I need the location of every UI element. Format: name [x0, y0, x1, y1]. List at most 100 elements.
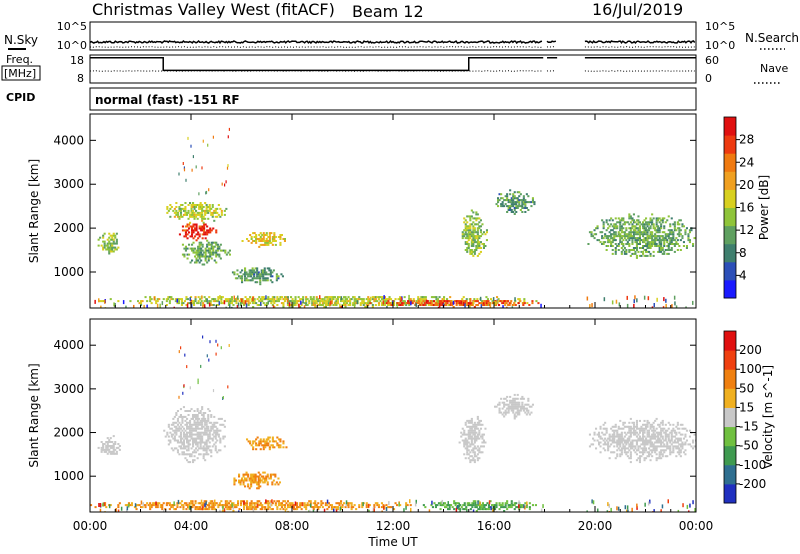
velocity-cell [214, 447, 217, 450]
power-cell [495, 300, 498, 303]
velocity-cell [207, 408, 210, 411]
velocity-cell [273, 500, 276, 503]
power-cell [635, 219, 638, 222]
power-cell [99, 236, 102, 239]
power-cell [632, 233, 635, 236]
power-cell [245, 271, 248, 274]
power-cell [268, 269, 271, 272]
power-cell [211, 204, 214, 206]
power-cell [478, 252, 481, 255]
velocity-cell [629, 445, 632, 448]
velocity-cell [506, 508, 509, 511]
velocity-cell [682, 443, 685, 446]
velocity-cell [197, 508, 200, 511]
power-cell [678, 233, 681, 236]
power-cell [601, 235, 604, 238]
power-cell [184, 225, 187, 228]
power-cell [445, 302, 448, 305]
velocity-cell [264, 506, 267, 509]
power-cell [394, 298, 397, 301]
power-colorbar-swatch [724, 207, 736, 227]
velocity-cell [681, 443, 684, 446]
power-speck [466, 301, 468, 306]
velocity-cell [611, 425, 614, 428]
velocity-cell [251, 473, 254, 476]
velocity-cell [521, 504, 524, 507]
power-cell [652, 235, 655, 238]
power-cell [525, 207, 528, 209]
power-cell [640, 231, 643, 234]
power-cell [102, 236, 105, 239]
power-cell [509, 199, 512, 202]
velocity-cell [631, 427, 634, 430]
power-cell [642, 227, 645, 230]
velocity-cell [186, 431, 189, 434]
velocity-cell [204, 427, 207, 430]
power-cell [181, 243, 184, 246]
velocity-cell [617, 435, 620, 438]
velocity-cell [605, 439, 608, 442]
velocity-cell [106, 448, 109, 451]
velocity-speck [243, 500, 245, 505]
power-cell [654, 227, 657, 230]
velocity-cell [476, 457, 479, 460]
velocity-cell [472, 425, 475, 428]
velocity-cell [330, 504, 333, 507]
velocity-cell [663, 427, 666, 430]
power-cell [463, 300, 466, 303]
velocity-cell [614, 429, 617, 432]
velocity-cell [190, 455, 193, 458]
velocity-cell [179, 439, 182, 442]
velocity-cell [486, 508, 489, 511]
velocity-cell [646, 455, 649, 458]
velocity-cell [336, 506, 339, 509]
velocity-cell [607, 443, 610, 446]
velocity-cell [507, 405, 510, 408]
power-cell [617, 243, 620, 245]
power-cell [604, 241, 607, 244]
velocity-cell [667, 447, 670, 450]
velocity-cell [439, 504, 442, 507]
velocity-cell [144, 506, 147, 509]
velocity-cell [635, 441, 638, 444]
velocity-cell [623, 435, 626, 438]
power-cell [424, 298, 427, 301]
power-cell [217, 213, 220, 216]
power-cell [347, 300, 350, 303]
velocity-cell [664, 445, 667, 448]
power-cell [632, 225, 635, 228]
velocity-cell [611, 439, 614, 442]
power-cell [531, 201, 534, 204]
power-cell [359, 302, 362, 305]
velocity-cell [196, 443, 199, 446]
power-cell [468, 298, 471, 301]
power-cell [108, 252, 111, 255]
velocity-cell [249, 442, 252, 445]
power-cell [631, 243, 634, 245]
power-speck [161, 301, 164, 306]
power-speck [506, 306, 508, 308]
velocity-cell [620, 439, 623, 442]
power-cell [179, 215, 182, 218]
power-colorbar-label: 12 [739, 223, 754, 237]
power-cell [501, 302, 504, 305]
velocity-cell [613, 431, 616, 434]
power-cell [522, 203, 525, 206]
velocity-cell [596, 439, 599, 442]
power-cell [625, 249, 628, 251]
velocity-high-speck [180, 346, 182, 350]
power-cell [448, 300, 451, 303]
power-speck [272, 305, 275, 308]
power-cell [115, 242, 118, 245]
power-cell [492, 302, 495, 305]
velocity-cell [377, 504, 380, 507]
velocity-speck [201, 506, 204, 511]
power-speck [94, 299, 96, 304]
velocity-cell [463, 508, 466, 511]
velocity-cell [667, 421, 670, 424]
velocity-cell [118, 448, 121, 451]
velocity-cell [616, 443, 619, 446]
velocity-cell [205, 443, 208, 446]
power-cell [261, 240, 264, 242]
power-cell [482, 304, 485, 306]
